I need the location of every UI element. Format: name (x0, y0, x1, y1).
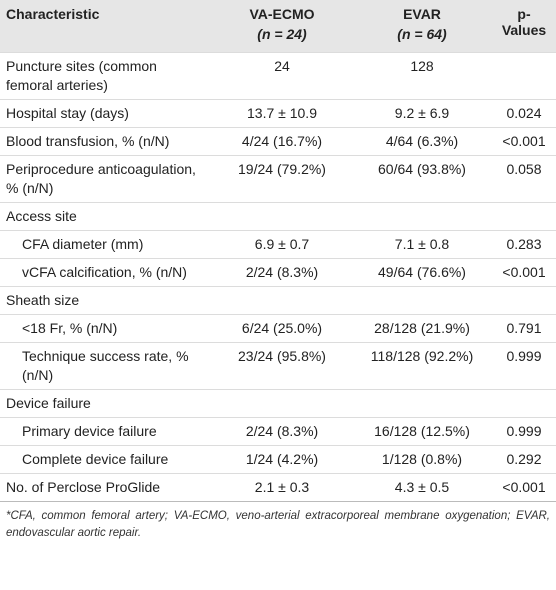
header-cell: EVAR (403, 6, 441, 22)
row-label: Technique success rate, % (n/N) (0, 342, 212, 390)
cell: 0.024 (492, 99, 556, 128)
header-cell: Characteristic (6, 6, 100, 22)
header-cell: VA-ECMO (249, 6, 315, 22)
table-row: Complete device failure 1/24 (4.2%) 1/128 … (0, 445, 556, 474)
cell: 9.2 ± 6.9 (352, 99, 492, 128)
cell: 0.999 (492, 417, 556, 446)
cell: 4/64 (6.3%) (352, 127, 492, 156)
row-label: Complete device failure (0, 445, 212, 474)
cell: <0.001 (492, 258, 556, 287)
row-label: vCFA calcification, % (n/N) (0, 258, 212, 287)
cell: 118/128 (92.2%) (352, 342, 492, 390)
cell: 2.1 ± 0.3 (212, 473, 352, 501)
cell: 7.1 ± 0.8 (352, 230, 492, 259)
cell: 13.7 ± 10.9 (212, 99, 352, 128)
data-table: Characteristic VA-ECMO EVAR p-Values (n = 2… (0, 0, 556, 501)
cell: 24 (212, 52, 352, 100)
cell: 0.791 (492, 314, 556, 343)
table-row: Technique success rate, % (n/N) 23/24 (95… (0, 342, 556, 390)
subheader-cell: (n = 64) (397, 26, 447, 42)
subheader-cell: (n = 24) (257, 26, 307, 42)
cell: 16/128 (12.5%) (352, 417, 492, 446)
cell: 0.292 (492, 445, 556, 474)
row-label: CFA diameter (mm) (0, 230, 212, 259)
cell: 19/24 (79.2%) (212, 155, 352, 203)
cell: 2/24 (8.3%) (212, 258, 352, 287)
cell: 60/64 (93.8%) (352, 155, 492, 203)
table-body: Puncture sites (common femoral arteries)… (0, 52, 556, 501)
cell: 6.9 ± 0.7 (212, 230, 352, 259)
table-row: vCFA calcification, % (n/N) 2/24 (8.3%) 49… (0, 258, 556, 287)
table-row: CFA diameter (mm) 6.9 ± 0.7 7.1 ± 0.8 0.283 (0, 230, 556, 259)
cell: 6/24 (25.0%) (212, 314, 352, 343)
row-label: <18 Fr, % (n/N) (0, 314, 212, 343)
row-label: Blood transfusion, % (n/N) (0, 127, 212, 156)
section-row: Device failure (0, 389, 556, 418)
cell: 28/128 (21.9%) (352, 314, 492, 343)
cell: 49/64 (76.6%) (352, 258, 492, 287)
table-row: Blood transfusion, % (n/N) 4/24 (16.7%) 4/… (0, 127, 556, 156)
cell: 1/24 (4.2%) (212, 445, 352, 474)
table-row: Periprocedure anticoagulation, % (n/N) 19… (0, 155, 556, 203)
header-row: Characteristic VA-ECMO EVAR p-Values (0, 0, 556, 38)
cell (492, 52, 556, 100)
table-row: No. of Perclose ProGlide 2.1 ± 0.3 4.3 ± 0… (0, 473, 556, 501)
row-label: Hospital stay (days) (0, 99, 212, 128)
cell: 4/24 (16.7%) (212, 127, 352, 156)
section-row: Access site (0, 202, 556, 231)
section-label: Access site (0, 202, 556, 231)
cell: <0.001 (492, 127, 556, 156)
section-label: Sheath size (0, 286, 556, 315)
table-row: Puncture sites (common femoral arteries)… (0, 52, 556, 100)
cell: 1/128 (0.8%) (352, 445, 492, 474)
cell: 128 (352, 52, 492, 100)
header-cell: p-Values (501, 6, 547, 38)
cell: 23/24 (95.8%) (212, 342, 352, 390)
section-row: Sheath size (0, 286, 556, 315)
cell: 0.058 (492, 155, 556, 203)
cell: 0.999 (492, 342, 556, 390)
cell: 0.283 (492, 230, 556, 259)
footnote: *CFA, common femoral artery; VA-ECMO, ve… (0, 501, 556, 542)
row-label: Periprocedure anticoagulation, % (n/N) (0, 155, 212, 203)
section-label: Device failure (0, 389, 556, 418)
table-row: <18 Fr, % (n/N) 6/24 (25.0%) 28/128 (21.9%… (0, 314, 556, 343)
table-row: Primary device failure 2/24 (8.3%) 16/128 … (0, 417, 556, 446)
cell: 4.3 ± 0.5 (352, 473, 492, 501)
row-label: Primary device failure (0, 417, 212, 446)
table-row: Hospital stay (days) 13.7 ± 10.9 9.2 ± 6.9… (0, 99, 556, 128)
row-label: Puncture sites (common femoral arteries) (0, 52, 212, 100)
cell: <0.001 (492, 473, 556, 501)
cell: 2/24 (8.3%) (212, 417, 352, 446)
row-label: No. of Perclose ProGlide (0, 473, 212, 501)
table-header: Characteristic VA-ECMO EVAR p-Values (n = 2… (0, 0, 556, 53)
